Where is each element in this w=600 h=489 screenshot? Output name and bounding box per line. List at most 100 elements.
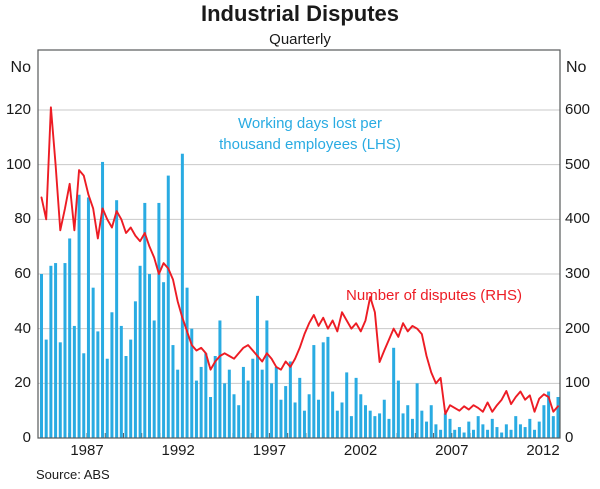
bar-working-days-lost: [157, 202, 161, 438]
bar-working-days-lost: [255, 295, 259, 438]
bar-working-days-lost: [251, 358, 255, 438]
bar-working-days-lost: [387, 418, 391, 438]
bar-working-days-lost: [528, 418, 532, 438]
bar-working-days-lost: [171, 345, 175, 438]
right-axis-tick-label: 500: [565, 155, 591, 173]
bar-working-days-lost: [551, 416, 555, 438]
bar-working-days-lost: [176, 369, 180, 438]
bar-working-days-lost: [363, 405, 367, 438]
bar-working-days-lost: [326, 336, 330, 438]
bar-working-days-lost: [410, 418, 414, 438]
bar-working-days-lost: [373, 416, 377, 438]
bar-working-days-lost: [246, 380, 250, 438]
bar-working-days-lost: [86, 197, 90, 438]
left-axis-tick-label: 20: [14, 374, 31, 392]
bar-working-days-lost: [396, 380, 400, 438]
bar-working-days-lost: [537, 421, 541, 438]
bar-working-days-lost: [453, 429, 457, 438]
bar-working-days-lost: [415, 383, 419, 438]
bar-working-days-lost: [467, 421, 471, 438]
bar-working-days-lost: [133, 301, 137, 438]
bar-working-days-lost: [486, 429, 490, 438]
bar-working-days-lost: [227, 369, 231, 438]
bar-working-days-lost: [425, 421, 429, 438]
bar-working-days-lost: [72, 325, 76, 438]
bar-working-days-lost: [199, 366, 203, 438]
bar-working-days-lost: [317, 399, 321, 438]
bar-working-days-lost: [44, 339, 48, 438]
bar-working-days-lost: [54, 263, 58, 438]
bar-working-days-lost: [82, 353, 86, 438]
bar-working-days-lost: [223, 383, 227, 438]
bar-working-days-lost: [96, 331, 100, 438]
bar-working-days-lost: [312, 345, 316, 438]
bar-working-days-lost: [368, 410, 372, 438]
right-axis-tick-label: 100: [565, 374, 591, 392]
bar-working-days-lost: [340, 402, 344, 438]
disputes-line: [40, 106, 559, 415]
bar-working-days-lost: [401, 413, 405, 438]
bar-working-days-lost: [471, 429, 475, 438]
left-axis-tick-label: 100: [5, 155, 31, 173]
bar-working-days-lost: [115, 200, 119, 438]
bar-working-days-lost: [77, 194, 81, 438]
bar-working-days-lost: [345, 372, 349, 438]
right-axis-unit-label: No: [566, 59, 587, 76]
bar-working-days-lost: [359, 394, 363, 438]
left-axis-tick-label: 120: [5, 101, 31, 118]
bar-working-days-lost: [232, 394, 236, 438]
bar-working-days-lost: [237, 405, 241, 438]
bar-working-days-lost: [138, 265, 142, 438]
bar-working-days-lost: [265, 320, 269, 438]
bar-working-days-lost: [63, 263, 67, 438]
bar-working-days-lost: [209, 397, 213, 438]
bar-working-days-lost: [293, 402, 297, 438]
bar-working-days-lost: [378, 413, 382, 438]
bar-working-days-lost: [439, 429, 443, 438]
bar-working-days-lost: [91, 287, 95, 438]
bar-working-days-lost: [58, 342, 62, 438]
bar-working-days-lost: [523, 427, 527, 438]
bar-working-days-lost: [166, 175, 170, 438]
bar-working-days-lost: [241, 366, 245, 438]
bars-series-label-line2: thousand employees (LHS): [219, 136, 401, 153]
bar-working-days-lost: [556, 397, 560, 438]
bar-working-days-lost: [302, 410, 306, 438]
bar-working-days-lost: [213, 356, 217, 438]
bar-working-days-lost: [533, 429, 537, 438]
left-axis-tick-label: 60: [14, 265, 31, 282]
bar-working-days-lost: [49, 265, 53, 438]
bar-working-days-lost: [218, 320, 222, 438]
bar-working-days-lost: [162, 282, 166, 438]
bar-working-days-lost: [434, 424, 438, 438]
bar-working-days-lost: [518, 424, 522, 438]
bar-working-days-lost: [382, 399, 386, 438]
chart-title: Industrial Disputes: [200, 1, 400, 26]
left-axis-tick-label: 40: [14, 319, 31, 337]
bar-working-days-lost: [406, 405, 410, 438]
bar-working-days-lost: [152, 320, 156, 438]
source-note: Source: ABS: [36, 467, 110, 482]
bar-working-days-lost: [495, 427, 499, 438]
bar-working-days-lost: [270, 383, 274, 438]
bar-working-days-lost: [288, 361, 292, 438]
bar-working-days-lost: [279, 399, 283, 438]
right-axis-tick-label: 0: [565, 429, 574, 446]
right-axis-tick-label: 200: [565, 319, 591, 337]
x-axis-year-label: 2012: [526, 442, 560, 459]
plot-frame: [37, 49, 561, 439]
bar-working-days-lost: [481, 424, 485, 438]
bar-working-days-lost: [124, 356, 128, 438]
bar-working-days-lost: [68, 238, 72, 438]
bar-working-days-lost: [143, 202, 147, 438]
bars-series-label-line1: Working days lost per: [238, 115, 382, 132]
bar-working-days-lost: [331, 391, 335, 438]
bar-working-days-lost: [448, 418, 452, 438]
bar-working-days-lost: [274, 366, 278, 438]
bar-working-days-lost: [514, 416, 518, 438]
bar-working-days-lost: [204, 353, 208, 438]
chart-subtitle: Quarterly: [269, 31, 331, 48]
bar-working-days-lost: [490, 418, 494, 438]
bar-working-days-lost: [180, 153, 184, 439]
